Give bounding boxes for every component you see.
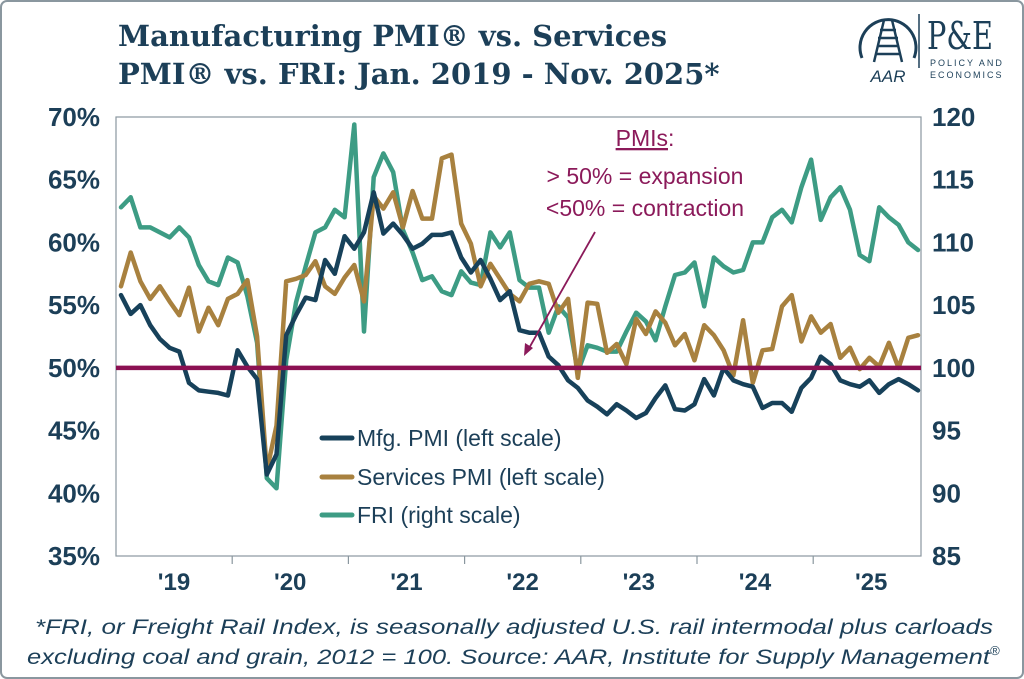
pe-logo-sub-2: ECONOMICS bbox=[930, 70, 1004, 80]
x-axis-tick-label: '23 bbox=[623, 569, 655, 596]
right-axis-tick-label: 110 bbox=[932, 227, 974, 257]
chart-title-line-2: PMI® vs. FRI: Jan. 2019 - Nov. 2025* bbox=[118, 57, 720, 91]
right-axis-tick-label: 85 bbox=[932, 541, 961, 571]
legend-label-fri: FRI (right scale) bbox=[357, 502, 521, 528]
series-lines bbox=[116, 122, 921, 491]
pmi-annotation: PMIs: > 50% = expansion <50% = contracti… bbox=[524, 125, 744, 356]
chart-title-line-1: Manufacturing PMI® vs. Services bbox=[118, 19, 667, 53]
left-axis: 35% 40% 45% 50% 55% 60% 65% 70% bbox=[48, 102, 100, 571]
svg-text:excluding coal and grain, 2012: excluding coal and grain, 2012 = 100. So… bbox=[27, 643, 1000, 669]
legend: Mfg. PMI (left scale) Services PMI (left… bbox=[319, 425, 605, 528]
x-axis-tick-label: '19 bbox=[158, 569, 190, 596]
svg-text:PMIs:: PMIs: bbox=[616, 125, 675, 151]
legend-label-mfg: Mfg. PMI (left scale) bbox=[357, 425, 561, 451]
right-axis: 85 90 95 100 105 110 115 120 bbox=[932, 102, 975, 571]
x-axis-tick-label: '25 bbox=[855, 569, 887, 596]
left-axis-tick-label: 55% bbox=[48, 290, 100, 320]
aar-logo-text: AAR bbox=[870, 67, 906, 86]
series-line-mfg-pmi bbox=[118, 190, 921, 477]
annotation-arrow bbox=[527, 231, 596, 351]
footnote-line-2: excluding coal and grain, 2012 = 100. So… bbox=[27, 646, 991, 669]
left-axis-tick-label: 45% bbox=[48, 416, 100, 446]
pe-logo: P&E POLICY AND ECONOMICS bbox=[927, 14, 1004, 80]
left-axis-tick-label: 40% bbox=[48, 478, 100, 508]
rail-track-icon bbox=[872, 19, 904, 63]
x-axis: '19 '20 '21 '22 '23 '24 '25 bbox=[158, 556, 887, 596]
plot-area bbox=[115, 116, 922, 557]
left-axis-tick-label: 35% bbox=[48, 541, 100, 571]
right-axis-tick-label: 95 bbox=[932, 416, 961, 446]
annotation-heading: PMIs bbox=[616, 125, 668, 151]
footnote-registered-mark: ® bbox=[990, 643, 1000, 658]
annotation-contraction: <50% = contraction bbox=[546, 195, 744, 221]
left-axis-tick-label: 65% bbox=[48, 165, 100, 195]
x-axis-tick-label: '20 bbox=[274, 569, 306, 596]
right-axis-tick-label: 100 bbox=[932, 353, 975, 383]
right-axis-tick-label: 120 bbox=[932, 102, 975, 132]
legend-label-services: Services PMI (left scale) bbox=[357, 464, 605, 490]
x-axis-tick-label: '22 bbox=[506, 569, 538, 596]
annotation-expansion: > 50% = expansion bbox=[547, 163, 744, 189]
right-axis-tick-label: 105 bbox=[932, 290, 975, 320]
x-axis-tick-label: '24 bbox=[739, 569, 772, 596]
pe-logo-text: P&E bbox=[927, 14, 993, 58]
left-axis-tick-label: 60% bbox=[48, 227, 100, 257]
right-axis-tick-label: 90 bbox=[932, 478, 961, 508]
left-axis-tick-label: 70% bbox=[48, 102, 100, 132]
x-axis-tick-label: '21 bbox=[390, 569, 422, 596]
series-line-services-pmi bbox=[118, 152, 921, 473]
aar-logo: AAR bbox=[858, 18, 918, 86]
arrow-head-icon bbox=[524, 343, 533, 356]
right-axis-tick-label: 115 bbox=[932, 165, 974, 195]
left-axis-tick-label: 50% bbox=[48, 353, 100, 383]
footnote-line-1: *FRI, or Freight Rail Index, is seasonal… bbox=[35, 616, 994, 639]
annotation-colon: : bbox=[668, 125, 674, 151]
pe-logo-sub-1: POLICY AND bbox=[930, 58, 1004, 68]
